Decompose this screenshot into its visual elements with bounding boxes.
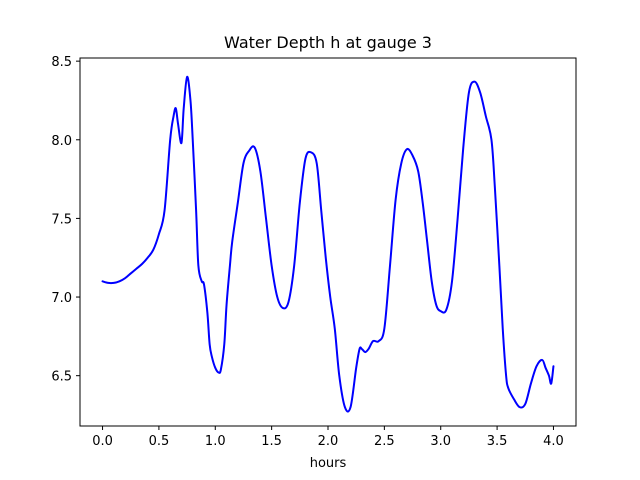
y-tick-label: 6.5 [51,370,72,385]
x-tick-label: 0.0 [92,434,113,449]
y-tick-label: 7.5 [51,212,72,227]
x-tick-label: 1.0 [205,434,226,449]
y-axis: 6.5 7.0 7.5 8.0 8.5 [51,55,80,385]
y-tick-label: 8.0 [51,134,72,149]
x-tick-label: 4.0 [543,434,564,449]
x-tick-label: 0.5 [149,434,170,449]
y-tick-label: 7.0 [51,291,72,306]
x-tick-label: 2.5 [374,434,395,449]
x-tick-label: 1.5 [261,434,282,449]
water-depth-series-line [101,75,555,413]
x-tick-label: 3.0 [430,434,451,449]
x-tick-label: 3.5 [487,434,508,449]
x-axis: 0.0 0.5 1.0 1.5 2.0 2.5 3.0 3.5 4.0 [92,426,564,449]
chart-title: Water Depth h at gauge 3 [224,33,432,52]
x-tick-label: 2.0 [318,434,339,449]
y-tick-label: 8.5 [51,55,72,70]
x-axis-label: hours [310,456,347,471]
